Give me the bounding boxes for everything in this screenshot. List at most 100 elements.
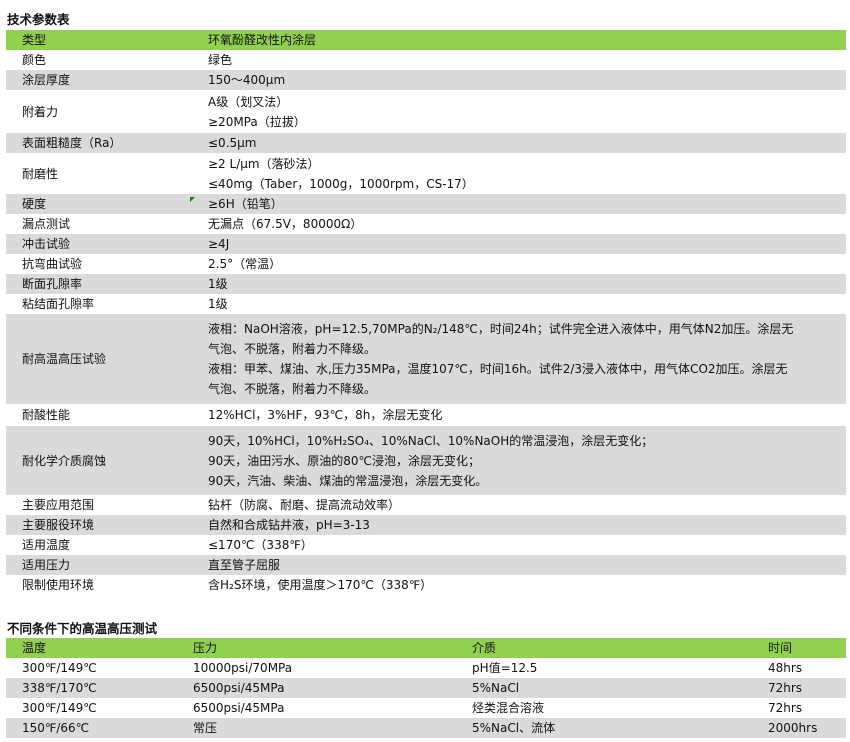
spec-row: 冲击试验 ≥4J — [6, 234, 846, 254]
spec-value-line: 液相：NaOH溶液，pH=12.5,70MPa的N₂/148℃，时间24h；试件… — [208, 322, 794, 336]
spec-row: 颜色 绿色 — [6, 50, 846, 70]
spec-value: 无漏点（67.5V，80000Ω） — [208, 214, 846, 234]
spec-label: 漏点测试 — [22, 217, 71, 231]
spec-row: 硬度 ≥6H（铅笔） — [6, 194, 846, 214]
spec-value-line: ≥4J — [208, 237, 230, 251]
spec-value-line: ≥6H（铅笔） — [208, 197, 283, 211]
spec-value-line: 90天，10%HCl，10%H₂SO₄、10%NaCl、10%NaOH的常温浸泡… — [208, 433, 654, 448]
spec-label: 耐酸性能 — [22, 408, 71, 422]
spec-row: 耐高温高压试验 液相：NaOH溶液，pH=12.5,70MPa的N₂/148℃，时… — [6, 314, 846, 404]
spec-value: 1级 — [208, 274, 846, 294]
spec-value-line: 1级 — [208, 297, 228, 311]
test-cell: 5%NaCl — [472, 678, 768, 698]
test-row: 150℉/66℃ 常压 5%NaCl、流体 2000hrs — [6, 718, 846, 738]
spec-value: 环氧酚醛改性内涂层 — [208, 30, 846, 50]
spec-value-line: 无漏点（67.5V，80000Ω） — [208, 217, 363, 231]
column-header: 压力 — [193, 638, 472, 658]
spec-row: 抗弯曲试验 2.5°（常温） — [6, 254, 846, 274]
spec-label: 适用温度 — [22, 538, 71, 552]
spec-value-line: 钻杆（防腐、耐磨、提高流动效率） — [208, 498, 401, 512]
spec-value: 90天，10%HCl，10%H₂SO₄、10%NaCl、10%NaOH的常温浸泡… — [208, 426, 846, 495]
spec-value-line: 90天，油田污水、原油的80℃浸泡，涂层无变化； — [208, 453, 481, 468]
spec-value-line: ≤40mg（Taber，1000g，1000rpm，CS-17） — [208, 176, 474, 191]
spec-label: 粘结面孔隙率 — [22, 297, 95, 311]
spec-label: 颜色 — [22, 53, 47, 67]
column-header: 温度 — [6, 638, 193, 658]
spec-label: 硬度 — [6, 194, 208, 214]
spec-row: 适用温度 ≤170℃（338℉） — [6, 535, 846, 555]
test-cell: 300℉/149℃ — [22, 701, 97, 715]
test-cell: 烃类混合溶液 — [472, 701, 545, 715]
spec-row: 适用压力 直至管子屈服 — [6, 555, 846, 575]
spec-value-line: 液相：甲苯、煤油、水,压力35MPa，温度107℃，时间16h。试件2/3浸入液… — [208, 362, 788, 376]
spec-value: ≥2 L/μm（落砂法） ≤40mg（Taber，1000g，1000rpm，CS… — [208, 153, 846, 194]
spec-label: 主要服役环境 — [6, 515, 208, 535]
spec-row: 表面粗糙度（Ra） ≤0.5μm — [6, 133, 846, 153]
test-cell: 6500psi/45MPa — [193, 701, 285, 715]
test-cell: 150℉/66℃ — [6, 718, 193, 738]
spec-value: ≤0.5μm — [208, 133, 846, 153]
test-cell: 72hrs — [768, 678, 846, 698]
spec-value: 1级 — [208, 294, 846, 314]
test-cell: 48hrs — [768, 661, 803, 675]
cell-comment-marker-icon — [190, 197, 195, 202]
test-table-title: 不同条件下的高温高压测试 — [7, 621, 158, 636]
spec-value: 含H₂S环境，使用温度＞170℃（338℉） — [208, 575, 846, 595]
spec-value-line: 90天，汽油、柴油、煤油的常温浸泡，涂层无变化。 — [208, 473, 488, 488]
spec-value-line: 直至管子屈服 — [208, 558, 281, 572]
spec-value: ≥6H（铅笔） — [208, 194, 846, 214]
spec-value-line: A级（划叉法） — [208, 94, 289, 109]
spec-label: 表面粗糙度（Ra） — [6, 133, 208, 153]
spec-row: 主要应用范围 钻杆（防腐、耐磨、提高流动效率） — [6, 495, 846, 515]
spec-value-line: 1级 — [208, 277, 228, 291]
spec-row: 涂层厚度 150～400μm — [6, 70, 846, 90]
spec-row: 耐酸性能 12%HCl，3%HF，93℃，8h，涂层无变化 — [6, 404, 846, 426]
spec-value-line: 含H₂S环境，使用温度＞170℃（338℉） — [208, 578, 433, 592]
spec-value-line: 150～400μm — [208, 73, 286, 87]
test-header-row: 温度 压力 介质 时间 — [6, 638, 846, 658]
spec-label: 附着力 — [22, 104, 59, 119]
test-table: 温度 压力 介质 时间 300℉/149℃ 10000psi/70MPa pH值=12.5 4… — [6, 638, 846, 738]
test-cell: 338℉/170℃ — [6, 678, 193, 698]
spec-value: 12%HCl，3%HF，93℃，8h，涂层无变化 — [208, 404, 846, 426]
spec-value-line: 气泡、不脱落，附着力不降级。 — [208, 382, 377, 396]
spec-value: 2.5°（常温） — [208, 254, 846, 274]
spec-value-line: 2.5°（常温） — [208, 257, 282, 271]
spec-label: 抗弯曲试验 — [22, 257, 83, 271]
test-cell: 10000psi/70MPa — [193, 661, 293, 675]
spec-value: 直至管子屈服 — [208, 555, 846, 575]
spec-value-line: ≤0.5μm — [208, 136, 257, 150]
spec-row: 限制使用环境 含H₂S环境，使用温度＞170℃（338℉） — [6, 575, 846, 595]
test-row: 338℉/170℃ 6500psi/45MPa 5%NaCl 72hrs — [6, 678, 846, 698]
spec-value-line: ≥2 L/μm（落砂法） — [208, 156, 320, 171]
spec-value: ≤170℃（338℉） — [208, 535, 846, 555]
column-header: 时间 — [768, 638, 846, 658]
spec-value-line: 环氧酚醛改性内涂层 — [208, 33, 317, 47]
spec-row: 粘结面孔隙率 1级 — [6, 294, 846, 314]
spec-value: 150～400μm — [208, 70, 846, 90]
spec-value: 钻杆（防腐、耐磨、提高流动效率） — [208, 495, 846, 515]
spec-value-line: 自然和合成钻井液，pH=3-13 — [208, 518, 370, 532]
spec-table: 类型 环氧酚醛改性内涂层 颜色 绿色 涂层厚度 150～400μm 附着力 A级（划叉法） ≥2… — [6, 30, 846, 595]
test-cell: 72hrs — [768, 701, 803, 715]
spec-value: 绿色 — [208, 50, 846, 70]
spec-value-line: 12%HCl，3%HF，93℃，8h，涂层无变化 — [208, 408, 443, 422]
spec-table-title: 技术参数表 — [7, 12, 70, 27]
spec-row: 断面孔隙率 1级 — [6, 274, 846, 294]
test-cell: pH值=12.5 — [472, 661, 538, 675]
spec-value-line: ≥20MPa（拉拔） — [208, 114, 306, 129]
spec-label: 耐磨性 — [22, 166, 59, 181]
spec-label: 限制使用环境 — [22, 578, 95, 592]
test-row: 300℉/149℃ 10000psi/70MPa pH值=12.5 48hrs — [6, 658, 846, 678]
test-cell: 常压 — [193, 718, 472, 738]
spec-value-line: 气泡、不脱落，附着力不降级。 — [208, 342, 377, 356]
spec-row: 附着力 A级（划叉法） ≥20MPa（拉拔） — [6, 90, 846, 133]
spec-label: 主要应用范围 — [22, 498, 95, 512]
spec-label: 耐化学介质腐蚀 — [6, 426, 208, 495]
spec-label: 耐高温高压试验 — [6, 314, 208, 404]
spec-row: 漏点测试 无漏点（67.5V，80000Ω） — [6, 214, 846, 234]
spec-value: ≥4J — [208, 234, 846, 254]
spec-value-line: ≤170℃（338℉） — [208, 538, 313, 552]
test-cell: 300℉/149℃ — [22, 661, 97, 675]
spec-label: 涂层厚度 — [6, 70, 208, 90]
